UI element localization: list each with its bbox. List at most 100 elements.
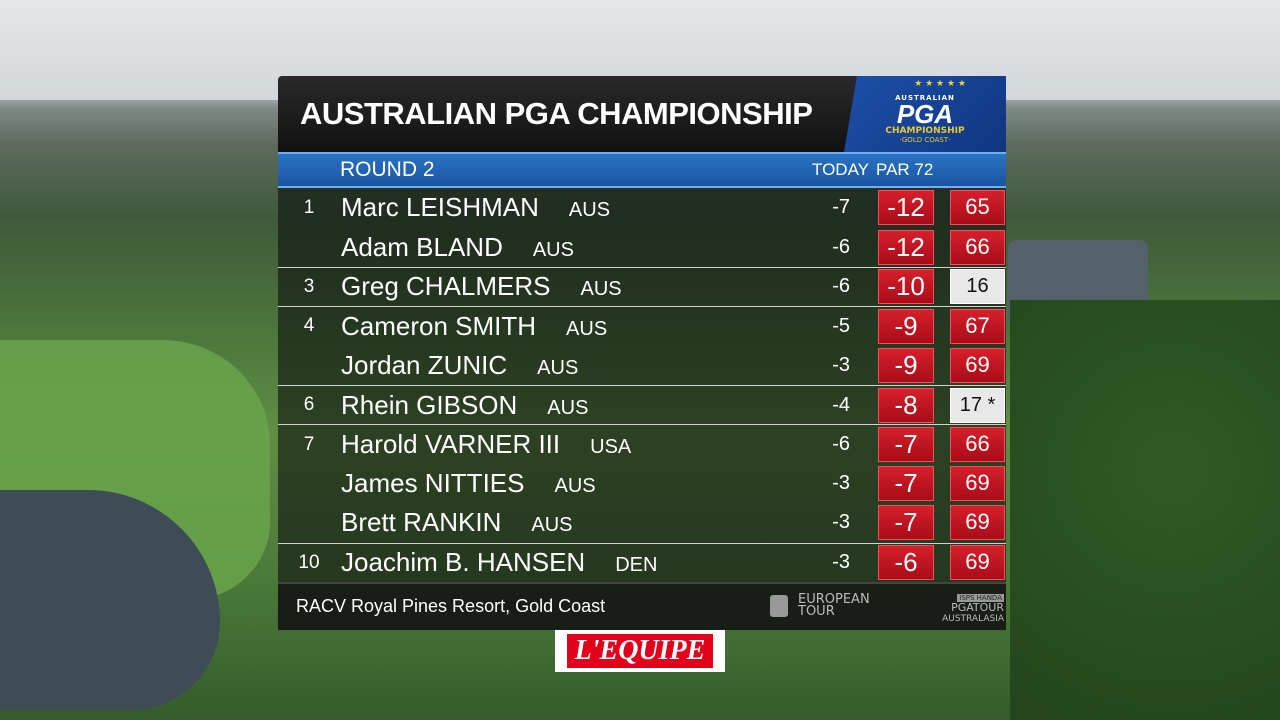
total-score: -12	[878, 229, 934, 265]
today-score: -4	[832, 393, 850, 416]
total-score: -12	[878, 190, 934, 226]
player-row: 1 Marc LEISHMAN AUS -7 -12 65	[278, 188, 1006, 227]
sponsor2-main: PGATOUR	[951, 600, 1004, 614]
leaderboard-footer: RACV Royal Pines Resort, Gold Coast EURO…	[278, 581, 1006, 630]
round-score: 69	[950, 545, 1005, 581]
sponsor1-line1: EUROPEAN	[798, 591, 870, 607]
player-name: James NITTIES AUS	[341, 468, 596, 499]
player-name-text: Cameron SMITH	[341, 310, 537, 341]
player-name-text: Brett RANKIN	[341, 507, 502, 538]
country: AUS	[547, 396, 589, 419]
round-score: 69	[950, 465, 1005, 501]
player-row: 4 Cameron SMITH AUS -5 -9 67	[278, 306, 1006, 345]
golfer-icon	[770, 594, 788, 617]
today-score: -3	[832, 551, 850, 574]
position: 3	[303, 275, 315, 297]
round-bar: ROUND 2 TODAY PAR 72	[278, 152, 1006, 188]
total-score: -9	[878, 347, 934, 383]
country: AUS	[580, 278, 622, 301]
logo-place: ·GOLD COAST·	[899, 136, 951, 144]
round-score: 69	[950, 505, 1005, 541]
player-name-text: Marc LEISHMAN	[341, 192, 539, 223]
position: 7	[303, 433, 315, 455]
player-row: James NITTIES AUS -3 -7 69	[278, 464, 1006, 503]
position: 6	[303, 394, 315, 416]
today-score: -6	[832, 433, 850, 456]
logo-main: PGA	[896, 99, 954, 129]
round-score: 66	[950, 427, 1005, 463]
player-rows: 1 Marc LEISHMAN AUS -7 -12 65 Adam BLAND A…	[278, 188, 1006, 582]
tournament-title: AUSTRALIAN PGA CHAMPIONSHIP	[300, 96, 813, 131]
player-name: Cameron SMITH AUS	[341, 311, 607, 342]
player-name-text: Rhein GIBSON	[341, 389, 518, 420]
player-row: Jordan ZUNIC AUS -3 -9 69	[278, 346, 1006, 385]
player-row: 3 Greg CHALMERS AUS -6 -10 16	[278, 266, 1006, 306]
total-score: -6	[878, 545, 934, 581]
country: DEN	[615, 554, 658, 577]
position: 4	[303, 315, 315, 337]
country: AUS	[532, 238, 574, 261]
player-name-text: Harold VARNER III	[341, 429, 561, 460]
country: USA	[590, 436, 632, 459]
round-label: ROUND 2	[340, 158, 435, 181]
player-name-text: Jordan ZUNIC	[341, 349, 508, 380]
player-name: Harold VARNER III USA	[341, 429, 631, 460]
broadcaster-name: L'EQUIPE	[566, 634, 714, 668]
player-row: 6 Rhein GIBSON AUS -4 -8 17 *	[278, 384, 1006, 424]
stars-icon: ★ ★ ★ ★ ★	[914, 79, 966, 89]
total-score: -10	[878, 269, 934, 305]
total-score: -8	[878, 387, 934, 423]
player-name-text: Joachim B. HANSEN	[341, 547, 586, 578]
total-score: -7	[878, 505, 934, 541]
sponsor1-line2: TOUR	[798, 603, 835, 619]
player-row: 7 Harold VARNER III USA -6 -7 66	[278, 424, 1006, 463]
total-score: -7	[878, 427, 934, 463]
today-score: -5	[832, 314, 850, 337]
player-name: Jordan ZUNIC AUS	[341, 350, 578, 381]
leaderboard-header: AUSTRALIAN PGA CHAMPIONSHIP ★ ★ ★ ★ ★ AU…	[278, 76, 1006, 152]
today-score: -7	[832, 196, 850, 219]
today-score: -6	[832, 275, 850, 298]
sponsor2-top: ISPS HANDA	[957, 593, 1004, 602]
round-score: 69	[950, 347, 1005, 383]
player-name: Brett RANKIN AUS	[341, 507, 573, 538]
player-row: Adam BLAND AUS -6 -12 66	[278, 227, 1006, 266]
thru-holes: 16	[950, 269, 1005, 305]
player-row: Brett RANKIN AUS -3 -7 69	[278, 503, 1006, 542]
leaderboard: AUSTRALIAN PGA CHAMPIONSHIP ★ ★ ★ ★ ★ AU…	[278, 76, 1006, 630]
country: AUS	[566, 317, 608, 340]
round-score: 67	[950, 308, 1005, 344]
player-name: Greg CHALMERS AUS	[341, 271, 622, 302]
par-label: PAR 72	[876, 160, 934, 179]
trees	[1010, 300, 1280, 720]
player-name: Adam BLAND AUS	[341, 232, 574, 263]
country: AUS	[531, 514, 573, 537]
total-score: -7	[878, 465, 934, 501]
total-score: -9	[878, 308, 934, 344]
player-name-text: James NITTIES	[341, 467, 525, 498]
logo-sub: CHAMPIONSHIP	[885, 126, 965, 136]
country: AUS	[537, 356, 579, 379]
round-score: 65	[950, 190, 1005, 226]
country: AUS	[568, 199, 611, 222]
pga-tour-australasia-logo: ISPS HANDA PGATOUR AUSTRALASIA	[916, 592, 1004, 624]
logo-top: AUSTRALIAN	[895, 94, 955, 102]
player-name-text: Adam BLAND	[341, 231, 503, 262]
position: 10	[298, 551, 320, 573]
position: 1	[303, 196, 315, 218]
today-score: -3	[832, 471, 850, 494]
venue: RACV Royal Pines Resort, Gold Coast	[296, 596, 606, 617]
broadcaster-logo: L'EQUIPE	[555, 630, 725, 672]
today-score: -3	[832, 511, 850, 534]
player-name: Joachim B. HANSEN DEN	[341, 547, 657, 578]
thru-holes: 17 *	[950, 387, 1005, 423]
player-row: 10 Joachim B. HANSEN DEN -3 -6 69	[278, 542, 1006, 582]
today-score: -3	[832, 353, 850, 376]
today-label: TODAY	[812, 160, 869, 179]
player-name: Marc LEISHMAN AUS	[341, 192, 610, 223]
player-name: Rhein GIBSON AUS	[341, 390, 588, 421]
round-score: 66	[950, 229, 1005, 265]
tournament-logo: ★ ★ ★ ★ ★ AUSTRALIAN PGA CHAMPIONSHIP ·G…	[844, 76, 1006, 152]
european-tour-logo: EUROPEAN TOUR	[770, 591, 870, 619]
country: AUS	[554, 474, 596, 497]
